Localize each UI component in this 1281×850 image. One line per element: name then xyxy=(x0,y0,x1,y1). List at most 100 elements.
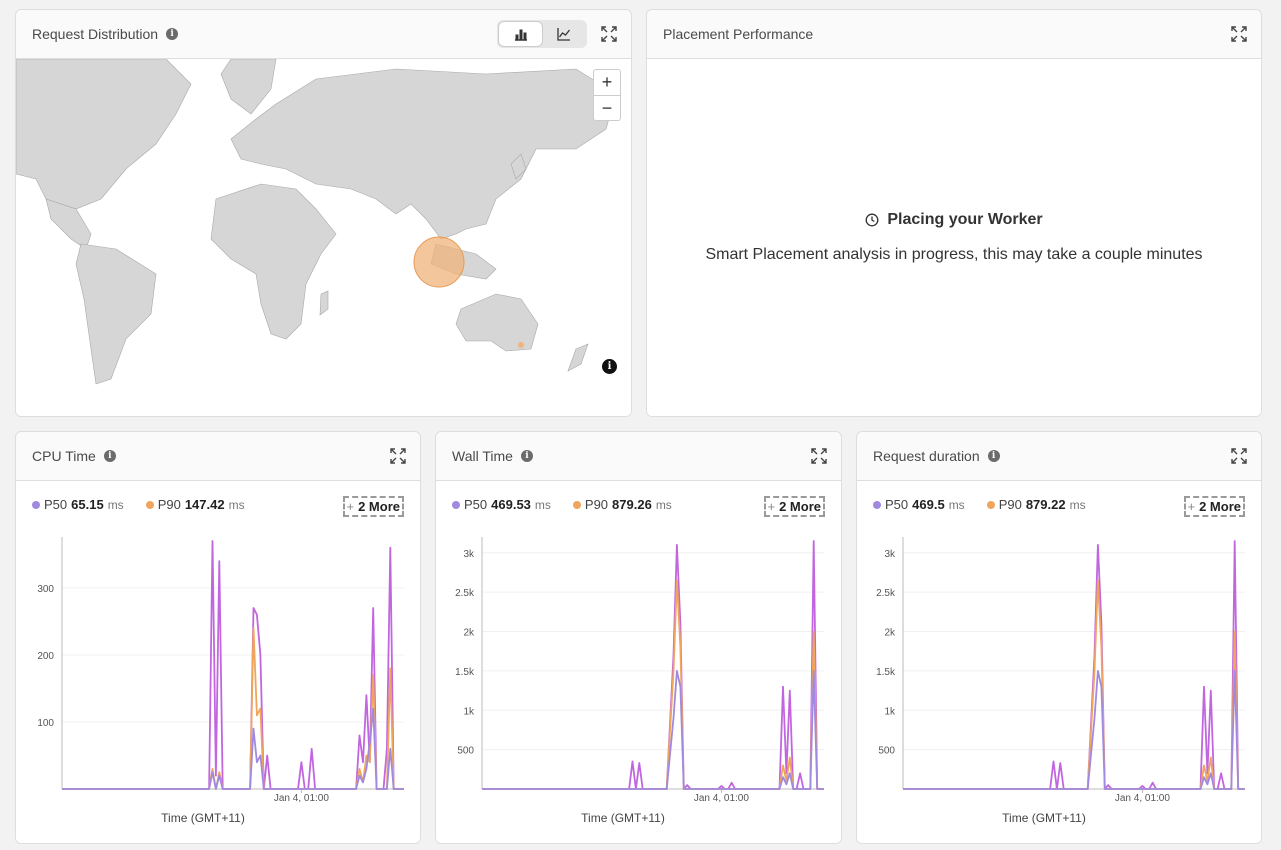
expand-icon[interactable] xyxy=(811,448,827,464)
y-tick-label: 1.5k xyxy=(876,667,896,678)
more-series-button[interactable]: + 2 More xyxy=(763,496,825,517)
plus-icon: + xyxy=(767,499,776,514)
x-tick-label: Jan 4, 01:00 xyxy=(274,793,329,804)
panel-title: Wall Time xyxy=(452,448,513,464)
y-tick-label: 1k xyxy=(463,706,475,717)
p50-label: P50 xyxy=(885,497,909,512)
request-duration-card: Request duration i P50 469.5 ms P90 879.… xyxy=(856,431,1262,844)
zoom-in-button[interactable]: + xyxy=(601,72,613,92)
wall-time-card: Wall Time i P50 469.53 ms P90 879.26 ms … xyxy=(435,431,842,844)
expand-icon[interactable] xyxy=(601,26,617,42)
card-title: Request duration i xyxy=(873,448,1000,464)
panel-title: CPU Time xyxy=(32,448,96,464)
y-tick-label: 200 xyxy=(37,651,54,662)
info-icon[interactable]: i xyxy=(103,450,116,462)
line-chart-icon xyxy=(556,28,570,41)
legend-item-p50[interactable]: P50 469.5 ms xyxy=(873,497,965,512)
series-line-peak[interactable] xyxy=(482,540,824,790)
placing-heading: Placing your Worker xyxy=(887,211,1043,228)
p90-value: 147.42 xyxy=(184,497,225,512)
placing-status: Placing your Worker Smart Placement anal… xyxy=(647,211,1261,264)
expand-icon[interactable] xyxy=(1231,26,1247,42)
panel-body: P50 469.53 ms P90 879.26 ms + 2 More 500… xyxy=(436,480,841,843)
madagascar xyxy=(319,290,329,316)
p50-dot xyxy=(32,500,40,509)
p90-dot xyxy=(572,500,581,509)
legend-item-p90[interactable]: P90 147.42 ms xyxy=(145,497,245,512)
legend-item-p50[interactable]: P50 469.53 ms xyxy=(452,497,551,512)
more-label: 2 More xyxy=(779,499,821,514)
x-axis-title: Time (GMT+11) xyxy=(1002,811,1086,825)
placement-title: Placement Performance xyxy=(663,26,814,42)
expand-icon[interactable] xyxy=(1231,448,1247,464)
p50-value: 469.53 xyxy=(491,497,531,512)
panel-title: Request duration xyxy=(873,448,980,464)
x-axis-title: Time (GMT+11) xyxy=(161,811,245,825)
zoom-out-button[interactable]: − xyxy=(594,95,620,120)
y-tick-label: 300 xyxy=(37,584,54,595)
japan xyxy=(510,153,527,180)
y-tick-label: 100 xyxy=(37,718,54,729)
more-series-button[interactable]: + 2 More xyxy=(342,496,404,517)
info-icon[interactable]: i xyxy=(166,28,179,40)
request-bubble[interactable] xyxy=(413,236,465,288)
map-area[interactable]: + − i xyxy=(16,58,631,416)
p50-unit: ms xyxy=(948,497,965,512)
p50-dot xyxy=(452,500,460,509)
expand-icon[interactable] xyxy=(390,448,406,464)
series-line-p50[interactable] xyxy=(62,707,404,790)
y-tick-label: 500 xyxy=(878,746,895,757)
p90-label: P90 xyxy=(157,497,181,512)
placement-performance-card: Placement Performance Placing your Worke… xyxy=(646,9,1262,417)
series-line-p90[interactable] xyxy=(903,579,1245,790)
line-chart[interactable]: 500 1k 1.5k 2k 2.5k 3k Jan 4, 01:00 Time (GMT+1… xyxy=(857,529,1261,843)
legend-item-p90[interactable]: P90 879.26 ms xyxy=(572,497,672,512)
more-series-button[interactable]: + 2 More xyxy=(1183,496,1245,517)
africa xyxy=(210,183,337,340)
series-line-p90[interactable] xyxy=(62,627,404,790)
p90-dot xyxy=(986,500,995,509)
y-tick-label: 2.5k xyxy=(876,588,896,599)
legend-item-p50[interactable]: P50 65.15 ms xyxy=(32,497,124,512)
central-america xyxy=(45,198,92,250)
more-label: 2 More xyxy=(1199,499,1241,514)
p90-value: 879.22 xyxy=(1025,497,1066,512)
line-chart[interactable]: 500 1k 1.5k 2k 2.5k 3k Jan 4, 01:00 Time (GMT+1… xyxy=(436,529,840,843)
greenland xyxy=(220,59,277,115)
placing-message: Smart Placement analysis in progress, th… xyxy=(705,246,1203,263)
series-line-peak[interactable] xyxy=(62,540,404,790)
card-title: CPU Time i xyxy=(32,448,116,464)
request-distribution-card: Request Distribution i xyxy=(15,9,632,417)
series-line-p50[interactable] xyxy=(482,670,824,790)
y-tick-label: 2k xyxy=(463,628,475,639)
line-chart[interactable]: 100 200 300 Jan 4, 01:00 Time (GMT+11) xyxy=(16,529,420,843)
y-tick-label: 3k xyxy=(884,549,896,560)
clock-icon xyxy=(865,213,879,227)
series-line-p50[interactable] xyxy=(903,670,1245,790)
series-line-p90[interactable] xyxy=(482,579,824,790)
card-title: Wall Time i xyxy=(452,448,533,464)
legend: P50 469.5 ms P90 879.22 ms xyxy=(873,497,1086,512)
request-bubble-small[interactable] xyxy=(518,342,524,348)
bar-chart-icon xyxy=(514,29,527,41)
eurasia xyxy=(230,68,617,240)
south-america xyxy=(75,243,157,385)
line-chart-toggle[interactable] xyxy=(542,22,585,46)
info-icon[interactable]: i xyxy=(520,450,533,462)
y-tick-label: 500 xyxy=(457,746,474,757)
x-tick-label: Jan 4, 01:00 xyxy=(694,793,749,804)
placement-body: Placing your Worker Smart Placement anal… xyxy=(647,58,1261,416)
card-title: Placement Performance xyxy=(663,26,813,42)
series-line-peak[interactable] xyxy=(903,540,1245,790)
x-axis-title: Time (GMT+11) xyxy=(581,811,665,825)
plus-icon: + xyxy=(1187,499,1196,514)
bar-chart-toggle[interactable] xyxy=(499,22,542,46)
more-label: 2 More xyxy=(358,499,400,514)
north-america xyxy=(16,59,192,210)
map-info-icon[interactable]: i xyxy=(602,359,617,374)
info-icon[interactable]: i xyxy=(987,450,1000,462)
world-map[interactable] xyxy=(16,59,631,417)
p90-unit: ms xyxy=(228,497,245,512)
legend-item-p90[interactable]: P90 879.22 ms xyxy=(986,497,1086,512)
p50-dot xyxy=(873,500,881,509)
